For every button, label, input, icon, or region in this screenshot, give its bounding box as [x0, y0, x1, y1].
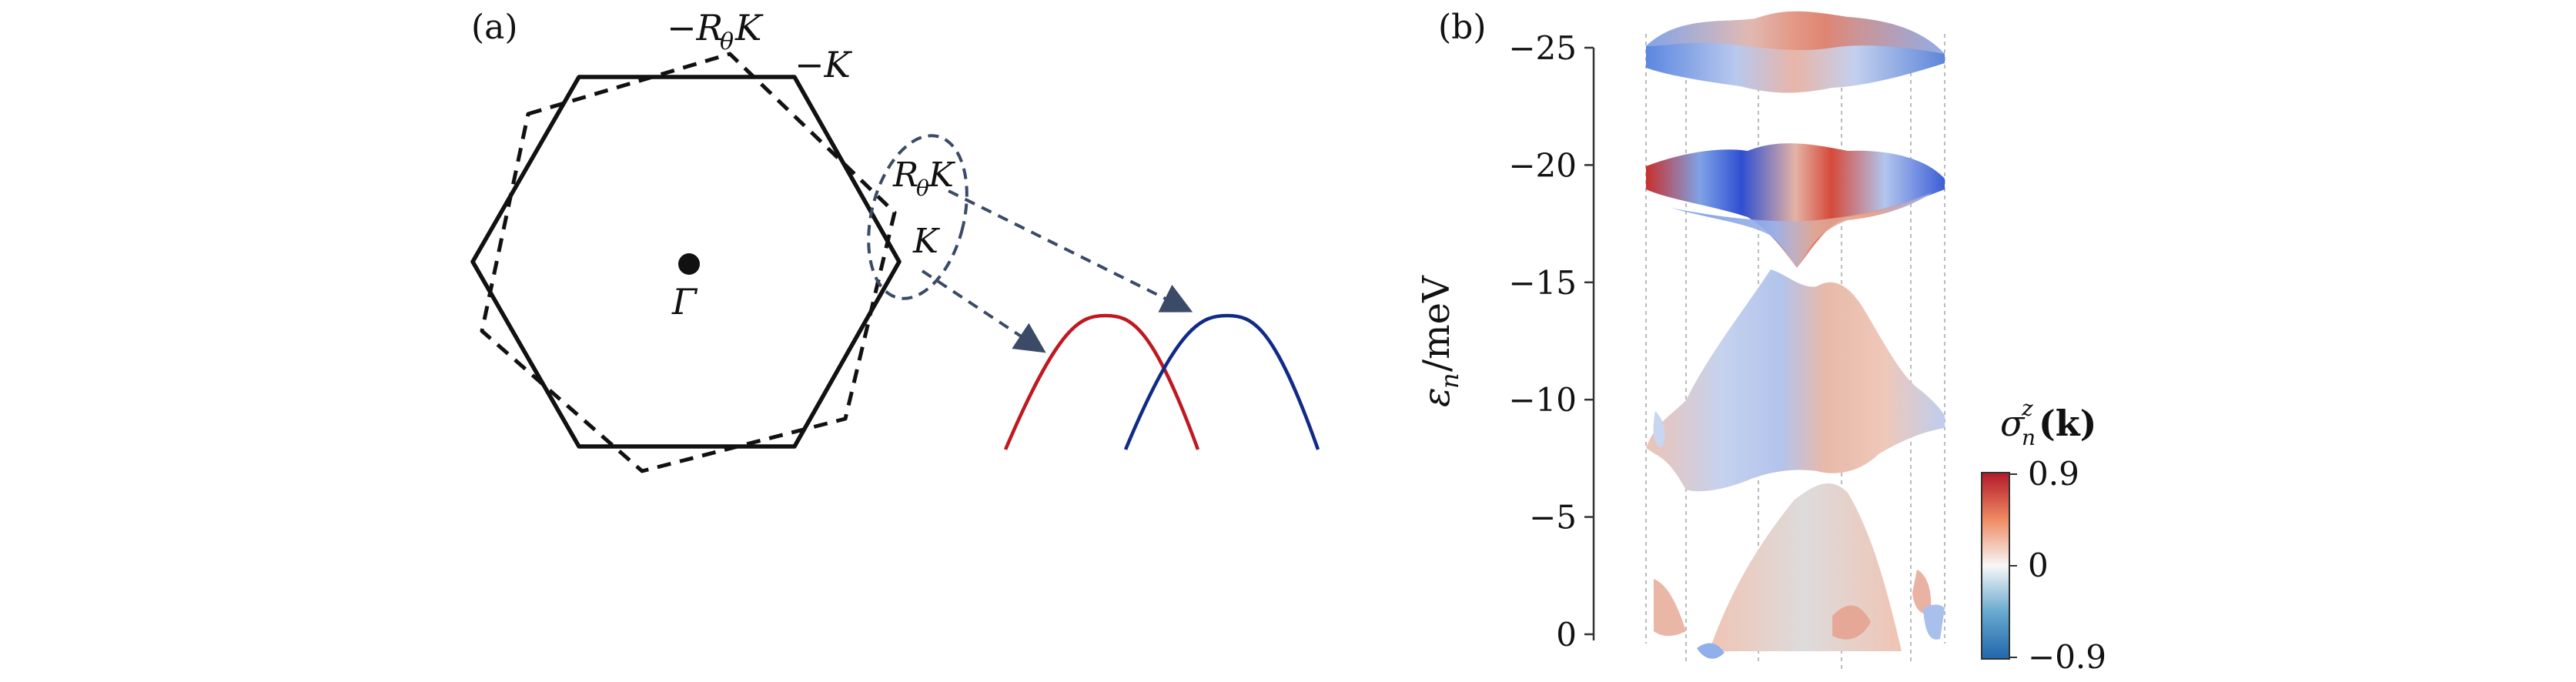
label-rtk: R θ K: [892, 155, 955, 201]
panel-a-label: (a): [471, 8, 518, 47]
svg-text:n: n: [1435, 373, 1464, 389]
colorbar-mid-label: 0: [2028, 547, 2049, 584]
colorbar-min-label: −0.9: [2028, 638, 2106, 676]
valley-ellipse: [867, 134, 969, 300]
y-tick-label: −15: [1508, 264, 1577, 302]
svg-text:n: n: [2022, 425, 2036, 450]
band-surface-4: [1653, 411, 1945, 659]
label-neg-k: −K: [795, 44, 853, 85]
svg-text:σ: σ: [2000, 403, 2026, 444]
red-band-curve: [1003, 313, 1200, 450]
gamma-point: [678, 253, 700, 275]
svg-text:θ: θ: [720, 28, 734, 55]
svg-text:−R: −R: [667, 7, 723, 48]
label-k: K: [912, 222, 940, 261]
svg-text:z: z: [2021, 396, 2033, 421]
label-neg-rtk: −R θ K: [667, 7, 764, 55]
svg-text:ε: ε: [1415, 387, 1458, 407]
arrow-to-red-band: [921, 269, 1046, 353]
y-tick-label: −10: [1508, 381, 1577, 419]
panel-b-label: (b): [1438, 8, 1487, 47]
y-ticks: 0 −5 −10 −15 −20 −25: [1508, 29, 1594, 654]
blue-band-curve: [1123, 313, 1320, 450]
band-surface-1: [1646, 11, 1945, 93]
brillouin-zone-rotated: [480, 52, 897, 473]
band-surface-3: [1646, 269, 1945, 492]
svg-text:(k): (k): [2039, 403, 2096, 444]
svg-text:/meV: /meV: [1415, 275, 1458, 372]
y-axis-label: ε n /meV: [1415, 275, 1464, 407]
colorbar-title: σ z n (k): [2000, 396, 2096, 450]
y-tick-label: −25: [1508, 29, 1577, 67]
y-tick-label: −20: [1508, 146, 1577, 184]
brillouin-zone-k: [470, 75, 902, 449]
y-tick-label: 0: [1556, 616, 1577, 654]
svg-text:K: K: [734, 7, 764, 48]
colorbar-max-label: 0.9: [2028, 455, 2079, 493]
svg-text:K: K: [928, 155, 955, 195]
y-tick-label: −5: [1529, 499, 1577, 537]
svg-text:θ: θ: [916, 176, 929, 201]
band-surface-2: [1646, 143, 1945, 268]
arrow-to-blue-band: [948, 189, 1193, 313]
colorbar: [1981, 472, 2010, 660]
gamma-label: Γ: [671, 281, 698, 323]
svg-text:R: R: [892, 155, 918, 195]
